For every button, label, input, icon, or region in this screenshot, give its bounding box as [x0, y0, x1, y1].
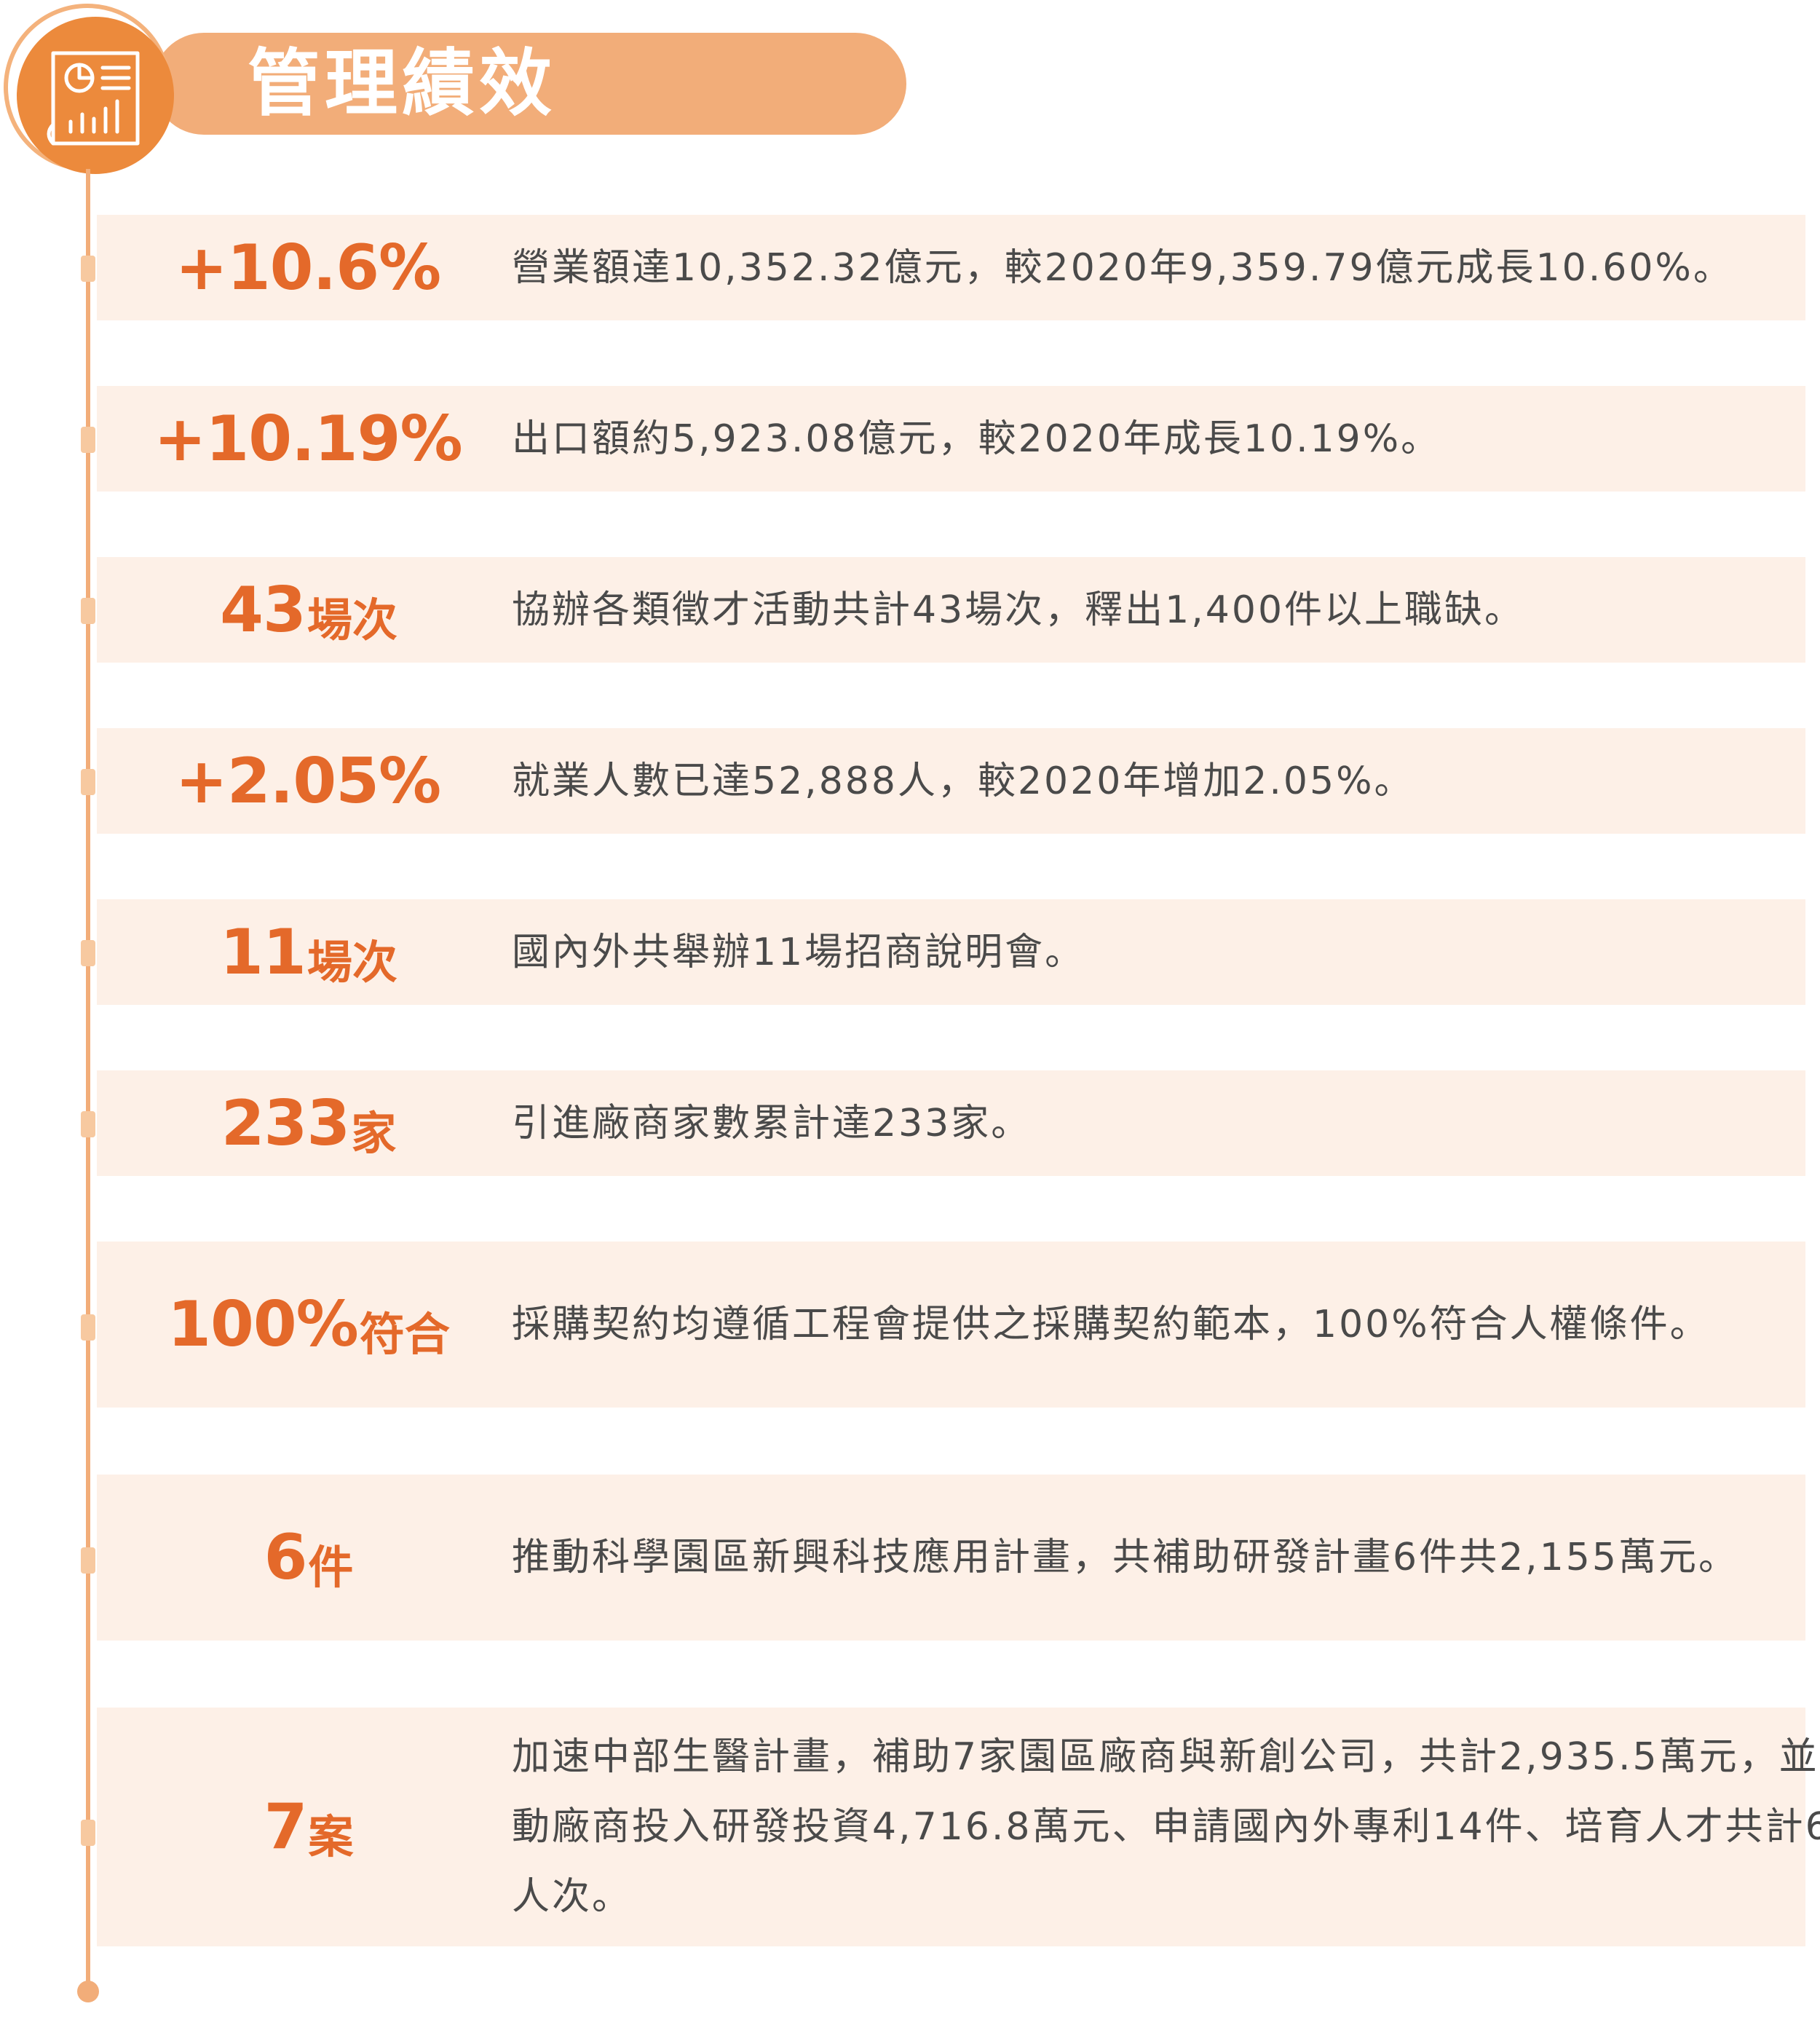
stat-figure: 233 家	[97, 1070, 521, 1176]
header-icon-badge	[4, 4, 174, 174]
stat-description: 就業人數已達52,888人，較2020年增加2.05%。	[512, 728, 1820, 834]
stat-description-text: 營業額達10,352.32億元，較2020年9,359.79億元成長10.60%…	[512, 245, 1733, 290]
stat-unit: 案	[308, 1810, 354, 1863]
performance-row: 233 家 引進廠商家數累計達233家。	[97, 1070, 1805, 1176]
stat-unit: 件	[308, 1541, 354, 1594]
performance-row: 100% 符合 採購契約均遵循工程會提供之採購契約範本，100%符合人權條件。	[97, 1242, 1805, 1408]
stat-description: 引進廠商家數累計達233家。	[512, 1070, 1820, 1176]
stat-description-text: 協辦各類徵才活動共計43場次，釋出1,400件以上職缺。	[512, 588, 1525, 632]
stat-unit: 場次	[306, 593, 397, 647]
stat-description: 營業額達10,352.32億元，較2020年9,359.79億元成長10.60%…	[512, 215, 1820, 320]
stat-unit: 場次	[306, 935, 397, 989]
stat-description-text: 就業人數已達52,888人，較2020年增加2.05%。	[512, 759, 1415, 803]
performance-row: 43 場次 協辦各類徵才活動共計43場次，釋出1,400件以上職缺。	[97, 557, 1805, 663]
stat-unit: 家	[351, 1106, 397, 1160]
timeline-tick	[81, 427, 95, 453]
timeline-tick	[81, 769, 95, 795]
stat-description: 出口額約5,923.08億元，較2020年成長10.19%。	[512, 386, 1820, 492]
stat-figure: +10.6%	[97, 215, 521, 320]
timeline-line	[86, 169, 90, 1989]
stat-value: 7	[264, 1791, 308, 1863]
stat-description-text: 出口額約5,923.08億元，較2020年成長10.19%。	[512, 417, 1441, 461]
stat-description-text: 加速中部生醫計畫，補助7家園區廠商與新創公司，共計2,935.5萬元，並帶動廠商…	[512, 1735, 1820, 1919]
stat-value: 6	[264, 1521, 308, 1594]
timeline-tick	[81, 1820, 95, 1846]
timeline-end-dot	[77, 1981, 99, 2002]
timeline-tick	[81, 1111, 95, 1137]
stat-figure: 100% 符合	[97, 1242, 521, 1408]
performance-row: +10.19% 出口額約5,923.08億元，較2020年成長10.19%。	[97, 386, 1805, 492]
stat-description-text: 引進廠商家數累計達233家。	[512, 1101, 1032, 1145]
timeline-tick	[81, 1314, 95, 1341]
stat-description: 國內外共舉辦11場招商說明會。	[512, 899, 1820, 1005]
stat-unit: 符合	[359, 1308, 450, 1361]
stat-figure: 43 場次	[97, 557, 521, 663]
stat-description: 推動科學園區新興科技應用計畫，共補助研發計畫6件共2,155萬元。	[512, 1475, 1820, 1641]
stat-value: +10.19%	[154, 402, 462, 475]
stat-value: 233	[221, 1086, 351, 1160]
performance-row: +2.05% 就業人數已達52,888人，較2020年增加2.05%。	[97, 728, 1805, 834]
stat-figure: 11 場次	[97, 899, 521, 1005]
stat-figure: +2.05%	[97, 728, 521, 834]
stat-value: 11	[220, 915, 306, 989]
stat-value: 100%	[167, 1288, 359, 1361]
stat-value: +10.6%	[175, 231, 441, 304]
stat-figure: +10.19%	[97, 386, 521, 492]
stat-value: 43	[220, 573, 306, 647]
performance-row: 11 場次 國內外共舉辦11場招商說明會。	[97, 899, 1805, 1005]
timeline-tick	[81, 598, 95, 624]
stat-description-text: 採購契約均遵循工程會提供之採購契約範本，100%符合人權條件。	[512, 1303, 1710, 1346]
stat-description: 加速中部生醫計畫，補助7家園區廠商與新創公司，共計2,935.5萬元，並帶動廠商…	[512, 1708, 1820, 1946]
stat-value: +2.05%	[175, 744, 441, 818]
timeline-tick	[81, 256, 95, 282]
stat-description-text: 國內外共舉辦11場招商說明會。	[512, 930, 1085, 974]
stat-description: 協辦各類徵才活動共計43場次，釋出1,400件以上職缺。	[512, 557, 1820, 663]
stat-description-text: 推動科學園區新興科技應用計畫，共補助研發計畫6件共2,155萬元。	[512, 1536, 1738, 1579]
page-title: 管理績效	[248, 41, 556, 126]
stat-description: 採購契約均遵循工程會提供之採購契約範本，100%符合人權條件。	[512, 1242, 1820, 1408]
performance-row: +10.6% 營業額達10,352.32億元，較2020年9,359.79億元成…	[97, 215, 1805, 320]
timeline-tick	[81, 940, 95, 966]
timeline-tick	[81, 1547, 95, 1574]
report-chart-icon	[17, 17, 174, 174]
title-bar	[153, 33, 906, 135]
